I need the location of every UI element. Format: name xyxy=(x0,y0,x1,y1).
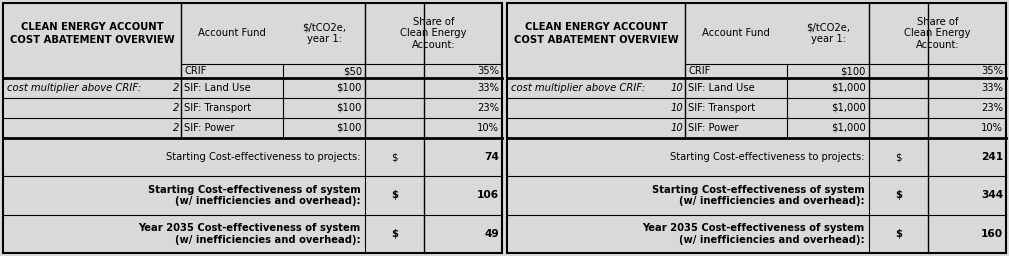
Text: CRIF: CRIF xyxy=(688,66,710,76)
Text: Year 2035 Cost-effectiveness of system
(w/ inefficiencies and overhead):: Year 2035 Cost-effectiveness of system (… xyxy=(138,223,361,245)
Text: 35%: 35% xyxy=(477,66,499,76)
Text: 106: 106 xyxy=(477,190,499,200)
Text: Account Fund: Account Fund xyxy=(702,28,770,38)
Text: $: $ xyxy=(895,152,901,162)
Text: Starting Cost-effectiveness of system
(w/ inefficiencies and overhead):: Starting Cost-effectiveness of system (w… xyxy=(148,185,361,206)
Text: SIF: Power: SIF: Power xyxy=(185,123,235,133)
Text: 2: 2 xyxy=(173,103,180,113)
Text: $1,000: $1,000 xyxy=(831,123,866,133)
Text: Year 2035 Cost-effectiveness of system
(w/ inefficiencies and overhead):: Year 2035 Cost-effectiveness of system (… xyxy=(643,223,865,245)
Text: 23%: 23% xyxy=(981,103,1003,113)
Text: CRIF: CRIF xyxy=(185,66,207,76)
Text: 344: 344 xyxy=(981,190,1003,200)
Text: SIF: Transport: SIF: Transport xyxy=(185,103,251,113)
Text: 33%: 33% xyxy=(981,83,1003,93)
Text: 2: 2 xyxy=(173,83,180,93)
Text: SIF: Land Use: SIF: Land Use xyxy=(185,83,251,93)
Text: 74: 74 xyxy=(484,152,499,162)
Text: 49: 49 xyxy=(484,229,499,239)
Text: $1,000: $1,000 xyxy=(831,103,866,113)
Text: $/tCO2e,
year 1:: $/tCO2e, year 1: xyxy=(302,23,346,44)
Bar xyxy=(507,3,1006,253)
Text: $100: $100 xyxy=(336,103,362,113)
Text: 10: 10 xyxy=(670,83,683,93)
Text: 23%: 23% xyxy=(477,103,499,113)
Text: $: $ xyxy=(390,229,398,239)
Text: $: $ xyxy=(390,190,398,200)
Text: Starting Cost-effectiveness of system
(w/ inefficiencies and overhead):: Starting Cost-effectiveness of system (w… xyxy=(652,185,865,206)
Text: $1,000: $1,000 xyxy=(831,83,866,93)
Text: 10%: 10% xyxy=(981,123,1003,133)
Text: 241: 241 xyxy=(981,152,1003,162)
Text: $100: $100 xyxy=(840,66,866,76)
Text: 10%: 10% xyxy=(477,123,499,133)
Text: CLEAN ENERGY ACCOUNT
COST ABATEMENT OVERVIEW: CLEAN ENERGY ACCOUNT COST ABATEMENT OVER… xyxy=(514,22,678,45)
Text: 10: 10 xyxy=(670,123,683,133)
Bar xyxy=(3,3,502,253)
Text: Share of
Clean Energy
Account:: Share of Clean Energy Account: xyxy=(904,17,971,50)
Text: $: $ xyxy=(895,190,902,200)
Text: Starting Cost-effectiveness to projects:: Starting Cost-effectiveness to projects: xyxy=(166,152,361,162)
Text: Starting Cost-effectiveness to projects:: Starting Cost-effectiveness to projects: xyxy=(670,152,865,162)
Text: 160: 160 xyxy=(981,229,1003,239)
Text: 10: 10 xyxy=(670,103,683,113)
Text: cost multiplier above CRIF:: cost multiplier above CRIF: xyxy=(7,83,141,93)
Text: CLEAN ENERGY ACCOUNT
COST ABATEMENT OVERVIEW: CLEAN ENERGY ACCOUNT COST ABATEMENT OVER… xyxy=(10,22,175,45)
Text: Account Fund: Account Fund xyxy=(199,28,266,38)
Text: Share of
Clean Energy
Account:: Share of Clean Energy Account: xyxy=(401,17,466,50)
Text: 33%: 33% xyxy=(477,83,499,93)
Text: 2: 2 xyxy=(173,123,180,133)
Text: SIF: Transport: SIF: Transport xyxy=(688,103,756,113)
Text: $50: $50 xyxy=(343,66,362,76)
Text: 35%: 35% xyxy=(981,66,1003,76)
Text: SIF: Land Use: SIF: Land Use xyxy=(688,83,755,93)
Text: $: $ xyxy=(390,152,398,162)
Text: cost multiplier above CRIF:: cost multiplier above CRIF: xyxy=(511,83,645,93)
Text: $100: $100 xyxy=(336,123,362,133)
Text: $100: $100 xyxy=(336,83,362,93)
Text: SIF: Power: SIF: Power xyxy=(688,123,739,133)
Text: $: $ xyxy=(895,229,902,239)
Text: $/tCO2e,
year 1:: $/tCO2e, year 1: xyxy=(806,23,851,44)
